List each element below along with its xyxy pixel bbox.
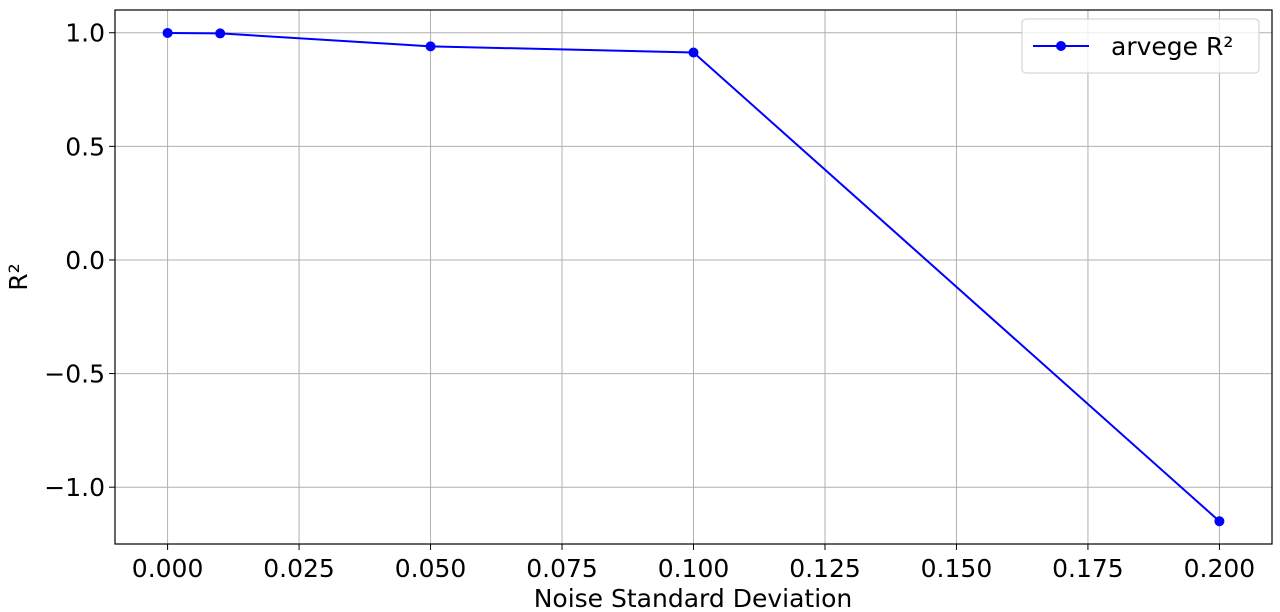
y-tick-label: −0.5 bbox=[44, 360, 105, 389]
legend-label: arvege R² bbox=[1111, 32, 1233, 61]
legend-marker-swatch bbox=[1056, 41, 1066, 51]
series-layer bbox=[162, 27, 1225, 527]
data-point bbox=[162, 27, 173, 38]
y-tick-label: −1.0 bbox=[44, 473, 105, 502]
x-tick-label: 0.075 bbox=[526, 554, 598, 583]
y-tick-label: 0.0 bbox=[65, 246, 105, 275]
x-tick-label: 0.000 bbox=[132, 554, 204, 583]
data-point bbox=[688, 47, 699, 58]
data-point bbox=[1214, 516, 1225, 527]
data-point bbox=[215, 28, 226, 39]
x-tick-label: 0.025 bbox=[263, 554, 335, 583]
x-axis-ticks: 0.000 0.025 0.050 0.075 0.100 0.125 0.150 0.175… bbox=[132, 544, 1255, 583]
y-axis-label: R² bbox=[4, 263, 33, 290]
x-tick-label: 0.150 bbox=[921, 554, 993, 583]
x-tick-label: 0.100 bbox=[658, 554, 730, 583]
x-tick-label: 0.050 bbox=[395, 554, 467, 583]
data-point bbox=[425, 41, 436, 52]
x-tick-label: 0.125 bbox=[789, 554, 861, 583]
y-tick-label: 0.5 bbox=[65, 132, 105, 161]
grid bbox=[115, 10, 1272, 544]
x-axis-label: Noise Standard Deviation bbox=[534, 584, 853, 612]
y-axis-ticks: 1.0 0.5 0.0 −0.5 −1.0 bbox=[44, 19, 115, 502]
legend: arvege R² bbox=[1021, 18, 1260, 74]
legend-box bbox=[1021, 18, 1260, 74]
y-tick-label: 1.0 bbox=[65, 19, 105, 48]
x-tick-label: 0.175 bbox=[1052, 554, 1124, 583]
x-tick-label: 0.200 bbox=[1184, 554, 1256, 583]
